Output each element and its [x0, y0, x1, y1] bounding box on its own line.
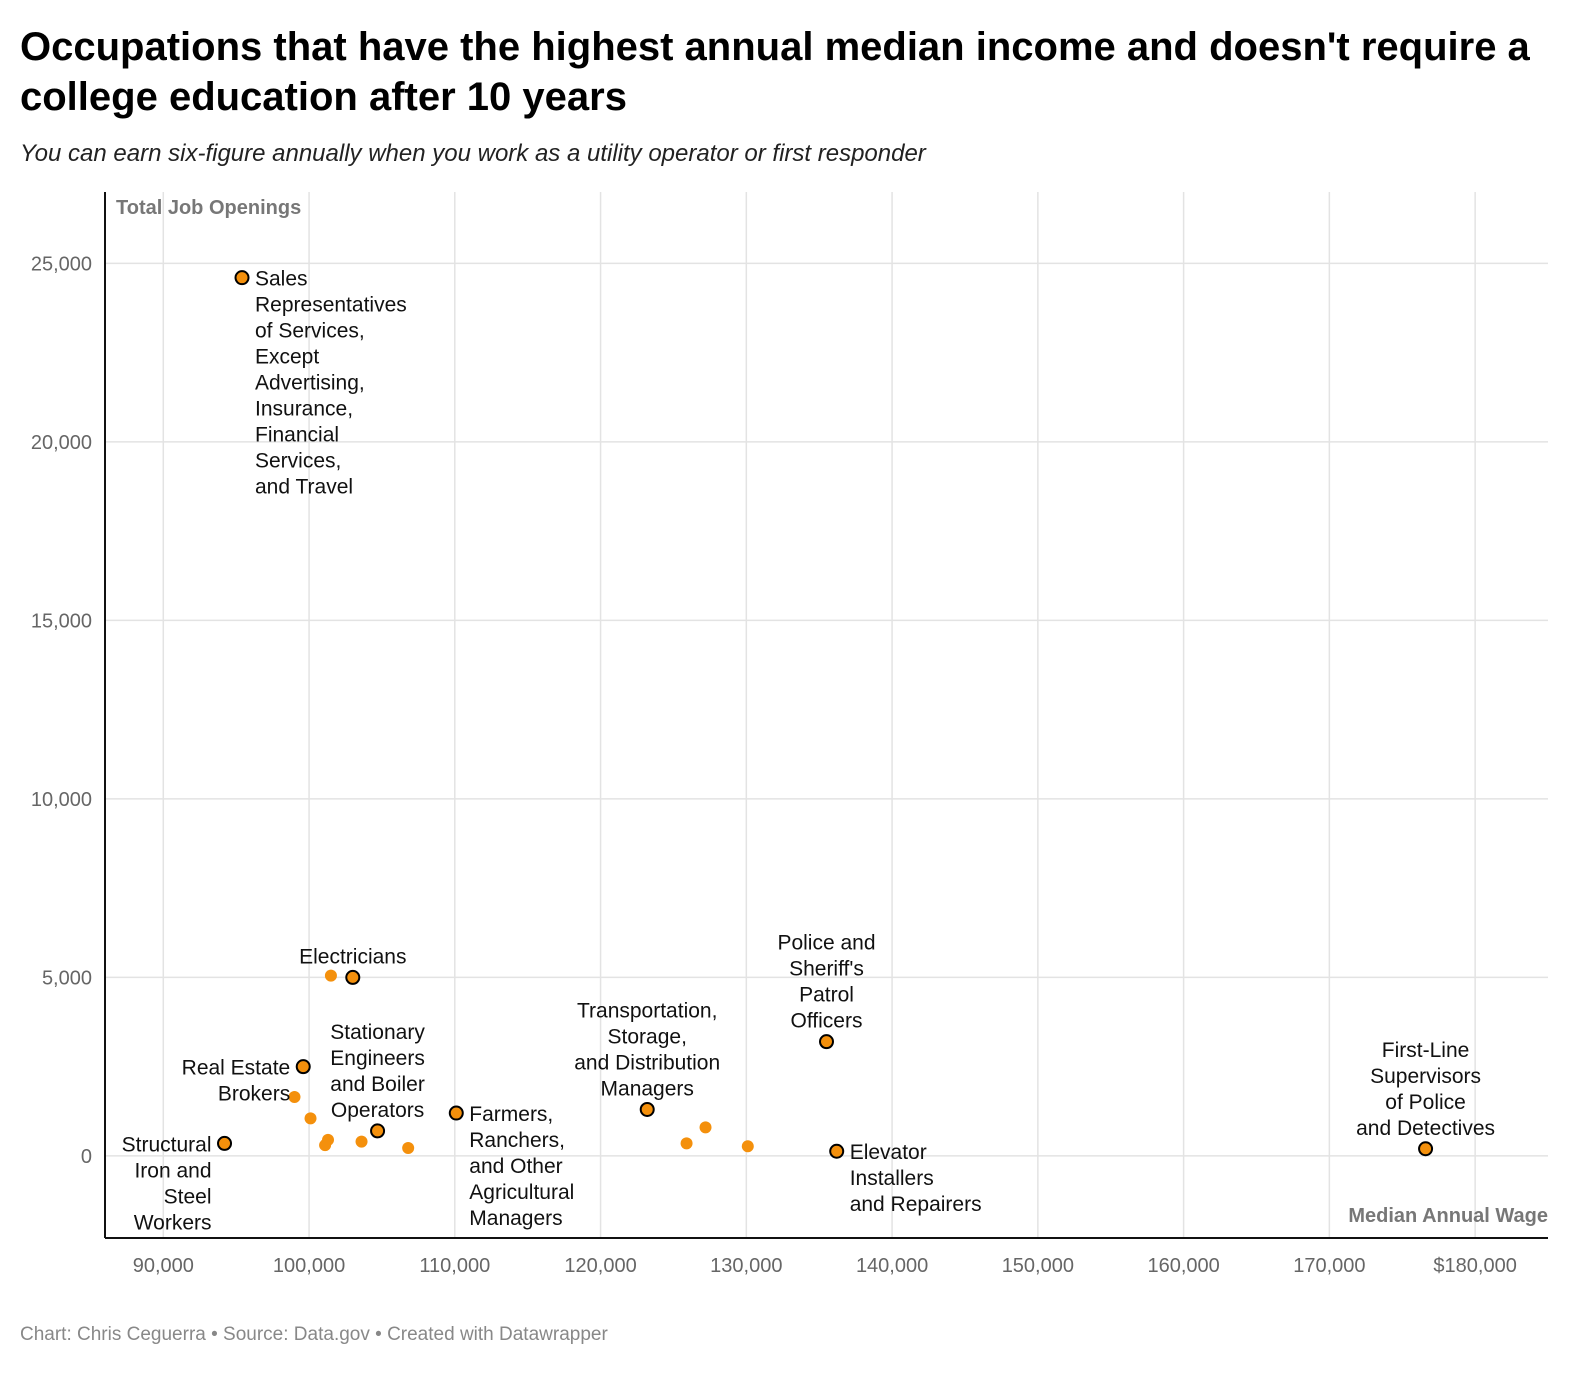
point-label-line: Financial [255, 424, 339, 447]
x-tick-label: 130,000 [710, 1255, 782, 1277]
data-point [680, 1137, 693, 1150]
data-point-highlighted [345, 969, 361, 985]
scatter-chart: 90,000 100,000 110,000 120,000 130,000 140,00… [31, 192, 1548, 1277]
point-label-line: Sales [255, 268, 308, 291]
data-point [402, 1142, 415, 1155]
point-label-line: Ranchers, [469, 1129, 565, 1152]
point-label-line: Police and [777, 932, 875, 955]
chart-title: Occupations that have the highest annual… [20, 25, 1530, 119]
point-label-line: Operators [331, 1099, 424, 1122]
point-label-line: Managers [601, 1077, 694, 1100]
point-label-line: Installers [850, 1167, 934, 1190]
data-point-highlighted [448, 1105, 464, 1121]
point-label-line: Advertising, [255, 372, 365, 395]
y-tick-label: 10,000 [31, 789, 92, 811]
data-point [319, 1139, 332, 1152]
point-label-line: Sheriff's [789, 958, 864, 981]
point-label-line: and Travel [255, 476, 353, 499]
data-point-highlighted [295, 1059, 311, 1075]
y-tick-label: 20,000 [31, 432, 92, 454]
point-label-line: Services, [255, 450, 341, 473]
point-label-line: Workers [134, 1211, 212, 1234]
point-label-line: Managers [469, 1207, 562, 1230]
point-label-line: of Police [1385, 1091, 1466, 1114]
y-tick-label: 5,000 [42, 967, 92, 989]
point-label-line: and Repairers [850, 1193, 982, 1216]
point-label-line: and Boiler [330, 1073, 425, 1096]
point-label-line: and Other [469, 1155, 562, 1178]
point-label-line: Officers [791, 1010, 863, 1033]
point-label-line: Structural [122, 1133, 212, 1156]
point-label-line: Elevator [850, 1141, 927, 1164]
x-axis-title: Median Annual Wage [1348, 1205, 1548, 1227]
data-point-highlighted [234, 270, 250, 286]
point-label-line: Except [255, 346, 319, 369]
point-label-line: Supervisors [1370, 1065, 1481, 1088]
data-point-highlighted [1418, 1141, 1434, 1157]
chart-subtitle: You can earn six-figure annually when yo… [20, 140, 926, 167]
x-tick-label: 150,000 [1002, 1255, 1074, 1277]
x-tick-label: 90,000 [133, 1255, 194, 1277]
data-point-highlighted [370, 1123, 386, 1139]
y-tick-label: 25,000 [31, 253, 92, 275]
point-label-line: and Detectives [1356, 1117, 1495, 1140]
x-tick-label: $180,000 [1433, 1255, 1516, 1277]
y-tick-label: 15,000 [31, 610, 92, 632]
data-point-highlighted [639, 1101, 655, 1117]
point-label-line: Real Estate [182, 1057, 291, 1080]
point-label-line: Patrol [799, 984, 854, 1007]
point-label-line: and Distribution [574, 1051, 720, 1074]
point-label-line: Agricultural [469, 1181, 574, 1204]
data-points [217, 270, 1434, 1159]
y-axis-title: Total Job Openings [116, 197, 301, 219]
point-label-line: First-Line [1382, 1039, 1470, 1062]
data-point [324, 969, 337, 982]
point-label-line: Steel [164, 1185, 212, 1208]
point-label-line: Brokers [218, 1083, 290, 1106]
point-labels: Sales Representatives of Services, Except Ad… [122, 268, 1495, 1235]
point-label-line: Electricians [299, 945, 406, 968]
data-point-highlighted [217, 1135, 233, 1151]
data-point-highlighted [819, 1034, 834, 1050]
x-tick-label: 110,000 [419, 1255, 490, 1277]
data-point [699, 1121, 712, 1134]
data-point [355, 1135, 368, 1148]
point-label-line: Storage, [608, 1025, 687, 1048]
data-point [288, 1090, 301, 1103]
data-point-highlighted [829, 1143, 845, 1159]
point-label-line: Farmers, [469, 1103, 553, 1126]
x-tick-label: 120,000 [564, 1255, 636, 1277]
gridlines [105, 192, 1548, 1238]
x-tick-label: 100,000 [273, 1255, 345, 1277]
point-label-line: Insurance, [255, 398, 353, 421]
axis-ticks: 90,000 100,000 110,000 120,000 130,000 140,00… [31, 253, 1517, 1277]
point-label-line: of Services, [255, 320, 365, 343]
x-tick-label: 140,000 [856, 1255, 928, 1277]
point-label-line: Iron and [134, 1159, 211, 1182]
point-label-line: Stationary [330, 1021, 425, 1044]
point-label-line: Representatives [255, 294, 407, 317]
x-tick-label: 160,000 [1147, 1255, 1219, 1277]
point-label-line: Engineers [330, 1047, 425, 1070]
x-tick-label: 170,000 [1293, 1255, 1365, 1277]
data-point [304, 1112, 317, 1125]
data-point [741, 1140, 754, 1153]
point-label-line: Transportation, [577, 999, 717, 1022]
chart-footer: Chart: Chris Ceguerra • Source: Data.gov… [20, 1324, 608, 1345]
y-tick-label: 0 [81, 1146, 92, 1168]
